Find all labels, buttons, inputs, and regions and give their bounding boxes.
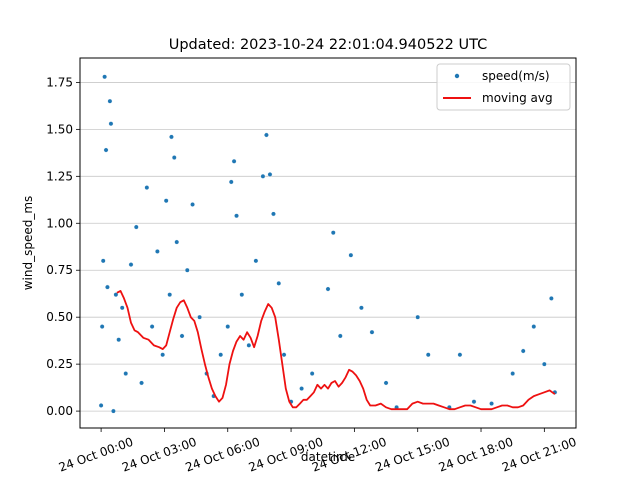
legend-scatter-marker bbox=[454, 73, 460, 79]
scatter-point bbox=[457, 352, 463, 358]
scatter-point bbox=[267, 172, 273, 177]
scatter-point bbox=[184, 267, 190, 273]
scatter-point bbox=[260, 173, 266, 179]
y-tick-label: 0.75 bbox=[46, 263, 73, 277]
scatter-point bbox=[108, 121, 114, 127]
scatter-point bbox=[133, 224, 139, 230]
y-tick-label: 1.25 bbox=[46, 169, 73, 183]
y-tick-label: 1.00 bbox=[46, 216, 73, 230]
scatter-point bbox=[116, 337, 122, 343]
scatter-point bbox=[325, 286, 331, 292]
scatter-point bbox=[246, 342, 252, 348]
scatter-point bbox=[171, 155, 177, 160]
scatter-point bbox=[100, 258, 106, 264]
scatter-point bbox=[149, 324, 155, 329]
legend-label-speed: speed(m/s) bbox=[482, 69, 550, 83]
scatter-point bbox=[160, 352, 166, 358]
scatter-point bbox=[107, 98, 113, 104]
y-tick-label: 0.50 bbox=[46, 310, 73, 324]
scatter-point bbox=[425, 352, 431, 358]
scatter-point bbox=[510, 371, 516, 376]
scatter-point bbox=[330, 230, 336, 236]
scatter-point bbox=[276, 280, 282, 286]
scatter-point bbox=[179, 333, 185, 339]
scatter-point bbox=[239, 292, 245, 298]
scatter-point bbox=[234, 213, 239, 219]
scatter-point bbox=[154, 249, 160, 254]
scatter-point bbox=[103, 147, 109, 153]
y-tick-label: 1.50 bbox=[46, 122, 73, 136]
scatter-point bbox=[190, 202, 195, 207]
gridlines bbox=[80, 82, 576, 412]
scatter-point bbox=[231, 158, 237, 164]
scatter-point bbox=[105, 284, 110, 290]
scatter-point bbox=[548, 296, 554, 301]
plot-area bbox=[80, 58, 576, 428]
scatter-point bbox=[167, 292, 173, 298]
y-tick-label: 0.00 bbox=[46, 404, 73, 418]
scatter-point bbox=[264, 132, 269, 138]
scatter-point bbox=[119, 305, 125, 311]
scatter-point bbox=[123, 371, 129, 376]
scatter-point bbox=[541, 361, 547, 367]
scatter-series bbox=[98, 74, 558, 414]
y-tick-label: 1.75 bbox=[46, 75, 73, 89]
scatter-point bbox=[169, 134, 174, 140]
scatter-point bbox=[531, 324, 537, 329]
y-axis-title: wind_speed_ms bbox=[21, 196, 35, 291]
scatter-point bbox=[197, 314, 203, 320]
x-axis-title: datetime bbox=[301, 450, 355, 464]
scatter-point bbox=[113, 292, 119, 298]
y-tick-label: 0.25 bbox=[46, 357, 73, 371]
y-axis: 0.00 0.25 0.50 0.75 1.00 1.25 1.50 1.75 bbox=[46, 75, 80, 418]
scatter-point bbox=[253, 258, 259, 264]
scatter-point bbox=[174, 239, 180, 245]
plot-frame bbox=[79, 57, 577, 429]
legend-label-moving-avg: moving avg bbox=[482, 91, 553, 105]
scatter-point bbox=[520, 348, 526, 354]
scatter-point bbox=[299, 386, 305, 391]
scatter-point bbox=[337, 333, 343, 339]
scatter-point bbox=[415, 314, 421, 320]
scatter-point bbox=[102, 74, 108, 80]
scatter-point bbox=[98, 403, 104, 408]
scatter-point bbox=[163, 198, 169, 204]
scatter-point bbox=[348, 252, 354, 258]
scatter-point bbox=[271, 211, 276, 217]
scatter-point bbox=[359, 305, 364, 311]
scatter-point bbox=[383, 380, 389, 386]
scatter-point bbox=[99, 324, 105, 329]
scatter-point bbox=[139, 380, 144, 386]
scatter-point bbox=[218, 352, 224, 358]
scatter-point bbox=[111, 408, 116, 414]
moving-average-series bbox=[116, 290, 556, 411]
scatter-point bbox=[309, 371, 315, 376]
chart-title: Updated: 2023-10-24 22:01:04.940522 UTC bbox=[169, 37, 488, 53]
scatter-point bbox=[128, 262, 134, 267]
scatter-point bbox=[228, 179, 234, 185]
legend: speed(m/s) moving avg bbox=[436, 63, 571, 111]
scatter-point bbox=[471, 399, 477, 405]
moving-average-line bbox=[116, 290, 556, 411]
scatter-point bbox=[281, 352, 287, 358]
scatter-point bbox=[144, 185, 150, 190]
scatter-point bbox=[369, 329, 375, 335]
scatter-point bbox=[489, 401, 494, 406]
scatter-point bbox=[225, 324, 231, 329]
